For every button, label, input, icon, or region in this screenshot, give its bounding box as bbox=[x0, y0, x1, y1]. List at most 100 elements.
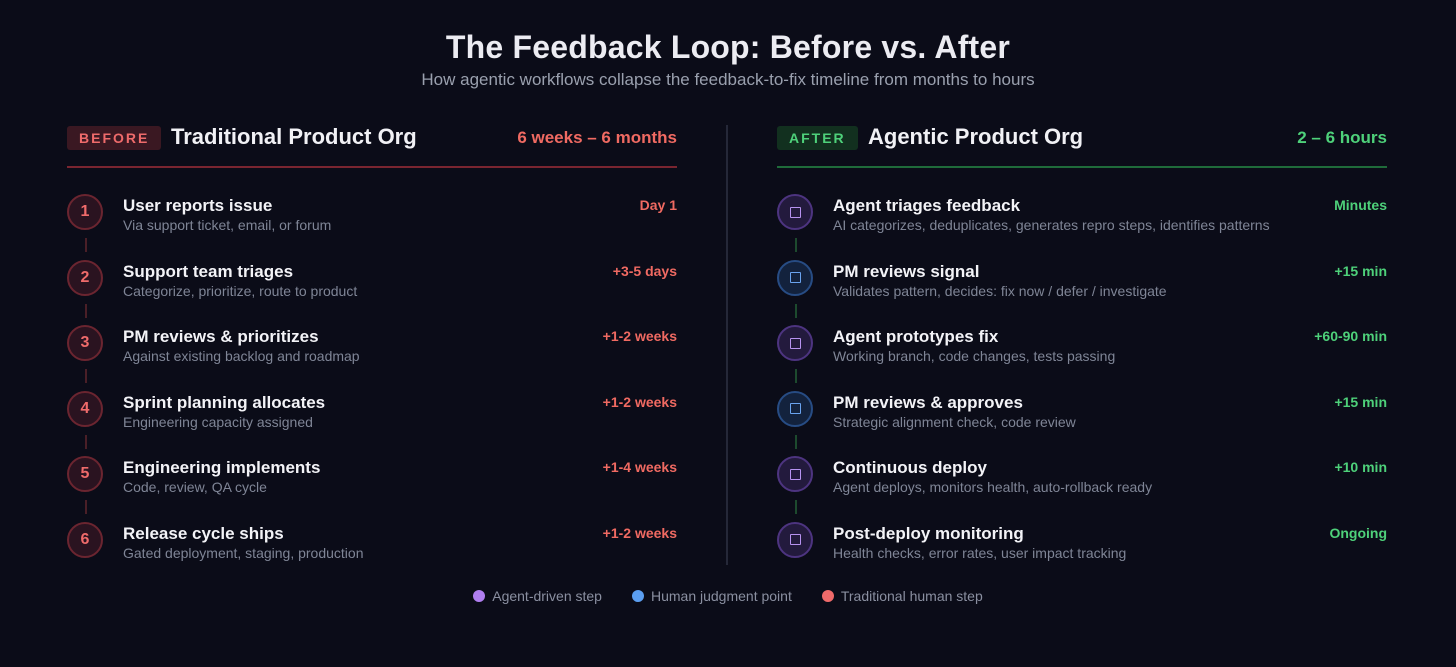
square-icon bbox=[789, 337, 801, 349]
legend-item-agent: Agent-driven step bbox=[473, 588, 602, 604]
step-title: Continuous deploy bbox=[833, 458, 987, 477]
step-time: Minutes bbox=[1334, 197, 1387, 213]
after-tag: AFTER bbox=[777, 126, 858, 150]
legend-label: Agent-driven step bbox=[492, 588, 602, 604]
before-tag: BEFORE bbox=[67, 126, 162, 150]
column-divider bbox=[726, 125, 728, 565]
step-number-badge: 4 bbox=[67, 390, 103, 427]
step-description: Against existing backlog and roadmap bbox=[123, 348, 360, 364]
step-description: Categorize, prioritize, route to product bbox=[123, 282, 358, 299]
step-time: +1-4 weeks bbox=[602, 459, 677, 475]
step-connector bbox=[85, 500, 87, 514]
after-step: Agent prototypes fix Working branch, cod… bbox=[777, 325, 1387, 391]
step-description: Gated deployment, staging, production bbox=[123, 544, 364, 561]
after-column-header: AFTER Agentic Product Org 2 – 6 hours bbox=[777, 120, 1387, 168]
before-step: 4 Sprint planning allocates Engineering … bbox=[67, 390, 677, 457]
square-icon bbox=[789, 534, 801, 545]
step-title: Post-deploy monitoring bbox=[833, 523, 1024, 543]
step-connector bbox=[795, 500, 797, 514]
agent-step-icon bbox=[777, 194, 813, 230]
before-step: 3 PM reviews & prioritizes Against exist… bbox=[67, 325, 677, 391]
step-time: +15 min bbox=[1334, 262, 1387, 279]
step-description: Working branch, code changes, tests pass… bbox=[833, 348, 1116, 364]
before-step: 2 Support team triages Categorize, prior… bbox=[67, 259, 677, 326]
legend-dot-icon bbox=[473, 590, 486, 602]
step-title: Sprint planning allocates bbox=[123, 392, 326, 412]
step-time: +60-90 min bbox=[1314, 328, 1387, 344]
step-connector bbox=[85, 369, 87, 383]
step-number-badge: 3 bbox=[67, 325, 103, 361]
step-description: Via support ticket, email, or forum bbox=[123, 217, 332, 233]
legend-label: Human judgment point bbox=[650, 588, 792, 604]
legend-label: Traditional human step bbox=[840, 588, 983, 604]
step-description: Strategic alignment check, code review bbox=[833, 413, 1076, 430]
after-step: Post-deploy monitoring Health checks, er… bbox=[777, 521, 1387, 588]
step-title: PM reviews & approves bbox=[833, 392, 1023, 412]
step-title: Release cycle ships bbox=[123, 523, 284, 543]
step-connector bbox=[795, 238, 797, 252]
agent-step-icon bbox=[777, 456, 813, 492]
step-title: Agent prototypes fix bbox=[833, 327, 999, 346]
step-title: PM reviews & prioritizes bbox=[123, 327, 319, 346]
step-connector bbox=[85, 238, 87, 252]
step-title: PM reviews signal bbox=[833, 261, 980, 281]
step-connector bbox=[795, 303, 797, 318]
step-time: +1-2 weeks bbox=[602, 328, 677, 344]
before-column: BEFORE Traditional Product Org 6 weeks –… bbox=[67, 120, 677, 587]
step-connector bbox=[795, 369, 797, 383]
after-step: PM reviews & approves Strategic alignmen… bbox=[777, 390, 1387, 457]
after-steps: Agent triages feedback AI categorizes, d… bbox=[777, 194, 1387, 587]
step-description: Validates pattern, decides: fix now / de… bbox=[833, 282, 1167, 299]
step-title: User reports issue bbox=[123, 196, 273, 215]
before-step: 5 Engineering implements Code, review, Q… bbox=[67, 456, 677, 522]
step-connector bbox=[85, 434, 87, 449]
human-step-icon bbox=[777, 390, 813, 427]
human-step-icon bbox=[777, 259, 813, 296]
legend-dot-icon bbox=[821, 590, 834, 602]
step-time: +3-5 days bbox=[612, 262, 677, 279]
step-description: AI categorizes, deduplicates, generates … bbox=[833, 217, 1270, 233]
step-description: Code, review, QA cycle bbox=[123, 479, 267, 495]
legend-item-human: Human judgment point bbox=[631, 588, 792, 604]
agent-step-icon bbox=[777, 521, 813, 558]
step-title: Support team triages bbox=[123, 261, 294, 281]
after-duration: 2 – 6 hours bbox=[1297, 128, 1387, 147]
step-title: Engineering implements bbox=[123, 458, 321, 477]
before-step: 6 Release cycle ships Gated deployment, … bbox=[67, 521, 677, 588]
legend-item-traditional: Traditional human step bbox=[821, 588, 983, 604]
step-description: Engineering capacity assigned bbox=[123, 413, 313, 430]
before-title: Traditional Product Org bbox=[171, 124, 417, 149]
legend-dot-icon bbox=[631, 590, 644, 602]
step-time: +15 min bbox=[1334, 393, 1387, 410]
after-step: Continuous deploy Agent deploys, monitor… bbox=[777, 456, 1387, 522]
after-step: Agent triages feedback AI categorizes, d… bbox=[777, 194, 1387, 260]
step-description: Health checks, error rates, user impact … bbox=[833, 544, 1127, 561]
step-number-badge: 1 bbox=[67, 194, 103, 230]
square-icon bbox=[789, 206, 801, 218]
step-number-badge: 6 bbox=[67, 521, 103, 558]
square-icon bbox=[789, 403, 801, 414]
before-steps: 1 User reports issue Via support ticket,… bbox=[67, 194, 677, 587]
step-title: Agent triages feedback bbox=[833, 196, 1021, 215]
step-time: +10 min bbox=[1334, 459, 1387, 475]
square-icon bbox=[789, 468, 801, 480]
step-time: Day 1 bbox=[639, 197, 677, 213]
step-connector bbox=[795, 434, 797, 449]
step-connector bbox=[85, 303, 87, 318]
after-step: PM reviews signal Validates pattern, dec… bbox=[777, 259, 1387, 326]
after-title: Agentic Product Org bbox=[868, 124, 1084, 149]
before-duration: 6 weeks – 6 months bbox=[517, 128, 677, 147]
agent-step-icon bbox=[777, 325, 813, 361]
after-column: AFTER Agentic Product Org 2 – 6 hours Ag… bbox=[777, 120, 1387, 587]
page-subtitle: How agentic workflows collapse the feedb… bbox=[421, 70, 1035, 89]
before-step: 1 User reports issue Via support ticket,… bbox=[67, 194, 677, 260]
header: The Feedback Loop: Before vs. After How … bbox=[0, 28, 1456, 91]
step-time: +1-2 weeks bbox=[602, 524, 677, 541]
step-number-badge: 2 bbox=[67, 259, 103, 296]
step-time: Ongoing bbox=[1329, 524, 1387, 541]
page-title: The Feedback Loop: Before vs. After bbox=[445, 29, 1011, 65]
square-icon bbox=[789, 272, 801, 283]
before-column-header: BEFORE Traditional Product Org 6 weeks –… bbox=[67, 120, 677, 168]
step-time: +1-2 weeks bbox=[602, 393, 677, 410]
legend: Agent-driven step Human judgment point T… bbox=[0, 588, 1456, 604]
